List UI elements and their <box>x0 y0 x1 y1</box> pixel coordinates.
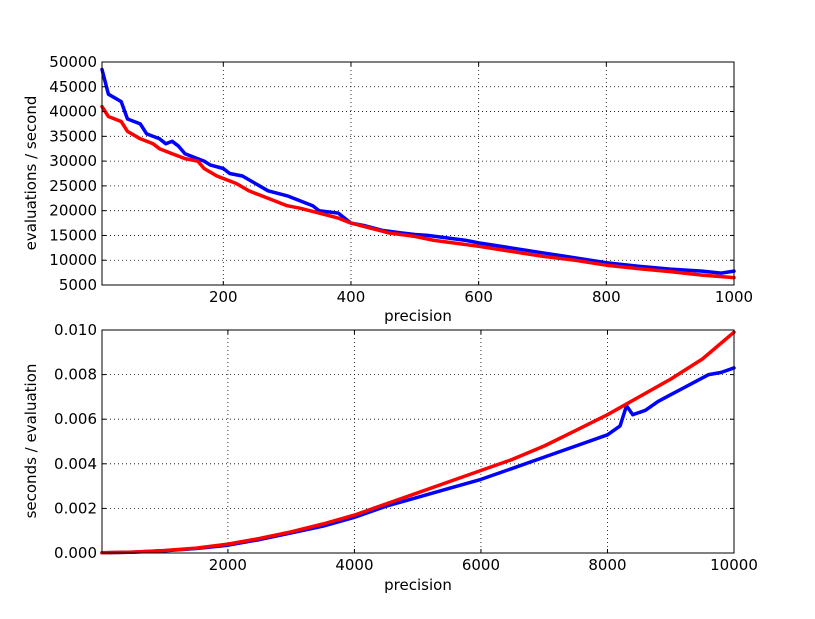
top-x-tick-label: 400 <box>337 288 366 306</box>
top-x-tick-label: 200 <box>209 288 238 306</box>
bottom-series-line-2 <box>100 330 736 555</box>
top-x-tick-label: 800 <box>592 288 621 306</box>
bottom-x-axis-label: precision <box>384 576 452 594</box>
bottom-y-tick-label: 0.006 <box>54 410 97 428</box>
top-y-tick-label: 5000 <box>59 276 97 294</box>
bottom-x-tick-label: 2000 <box>209 556 247 574</box>
top-y-tick-label: 40000 <box>49 103 97 121</box>
bottom-y-tick-label: 0.004 <box>54 455 97 473</box>
bottom-plot-frame <box>101 329 735 554</box>
top-y-tick-label: 45000 <box>49 78 97 96</box>
top-x-axis-label: precision <box>384 307 452 325</box>
bottom-x-tick-label: 4000 <box>335 556 373 574</box>
bottom-y-tick-label: 0.002 <box>54 499 97 517</box>
top-x-tick-label: 1000 <box>715 288 753 306</box>
top-x-tick-label: 600 <box>464 288 493 306</box>
top-series-line-2 <box>100 104 736 280</box>
top-y-axis-label: evaluations / second <box>22 96 40 251</box>
bottom-x-tick-label: 8000 <box>588 556 626 574</box>
bottom-subplot: 2000 4000 6000 8000 10000 0.000 0.002 0.004 0.00… <box>22 321 758 594</box>
top-y-tick-label: 20000 <box>49 202 97 220</box>
bottom-grid <box>102 330 734 553</box>
bottom-y-tick-label: 0.000 <box>54 544 97 562</box>
top-y-tick-label: 30000 <box>49 152 97 170</box>
bottom-y-tick-label: 0.008 <box>54 366 97 384</box>
bottom-x-tick-label: 10000 <box>710 556 758 574</box>
bottom-plot-area <box>102 330 734 553</box>
top-plot-area <box>102 62 734 285</box>
top-ticks: 200 400 600 800 1000 5000 10000 15000 20000 25000… <box>49 53 753 306</box>
top-series-group <box>100 67 736 280</box>
top-y-tick-label: 10000 <box>49 251 97 269</box>
top-plot-frame <box>101 61 735 286</box>
top-y-tick-label: 25000 <box>49 177 97 195</box>
bottom-y-tick-label: 0.010 <box>54 321 97 339</box>
bottom-series-group <box>100 330 736 555</box>
top-series-line-1 <box>100 67 736 275</box>
top-y-tick-label: 15000 <box>49 226 97 244</box>
bottom-y-axis-label: seconds / evaluation <box>22 364 40 519</box>
bottom-x-tick-label: 6000 <box>462 556 500 574</box>
top-subplot: 200 400 600 800 1000 5000 10000 15000 20000 25000… <box>22 53 753 325</box>
bottom-ticks: 2000 4000 6000 8000 10000 0.000 0.002 0.004 0.00… <box>54 321 758 574</box>
top-y-tick-label: 50000 <box>49 53 97 71</box>
top-y-tick-label: 35000 <box>49 127 97 145</box>
